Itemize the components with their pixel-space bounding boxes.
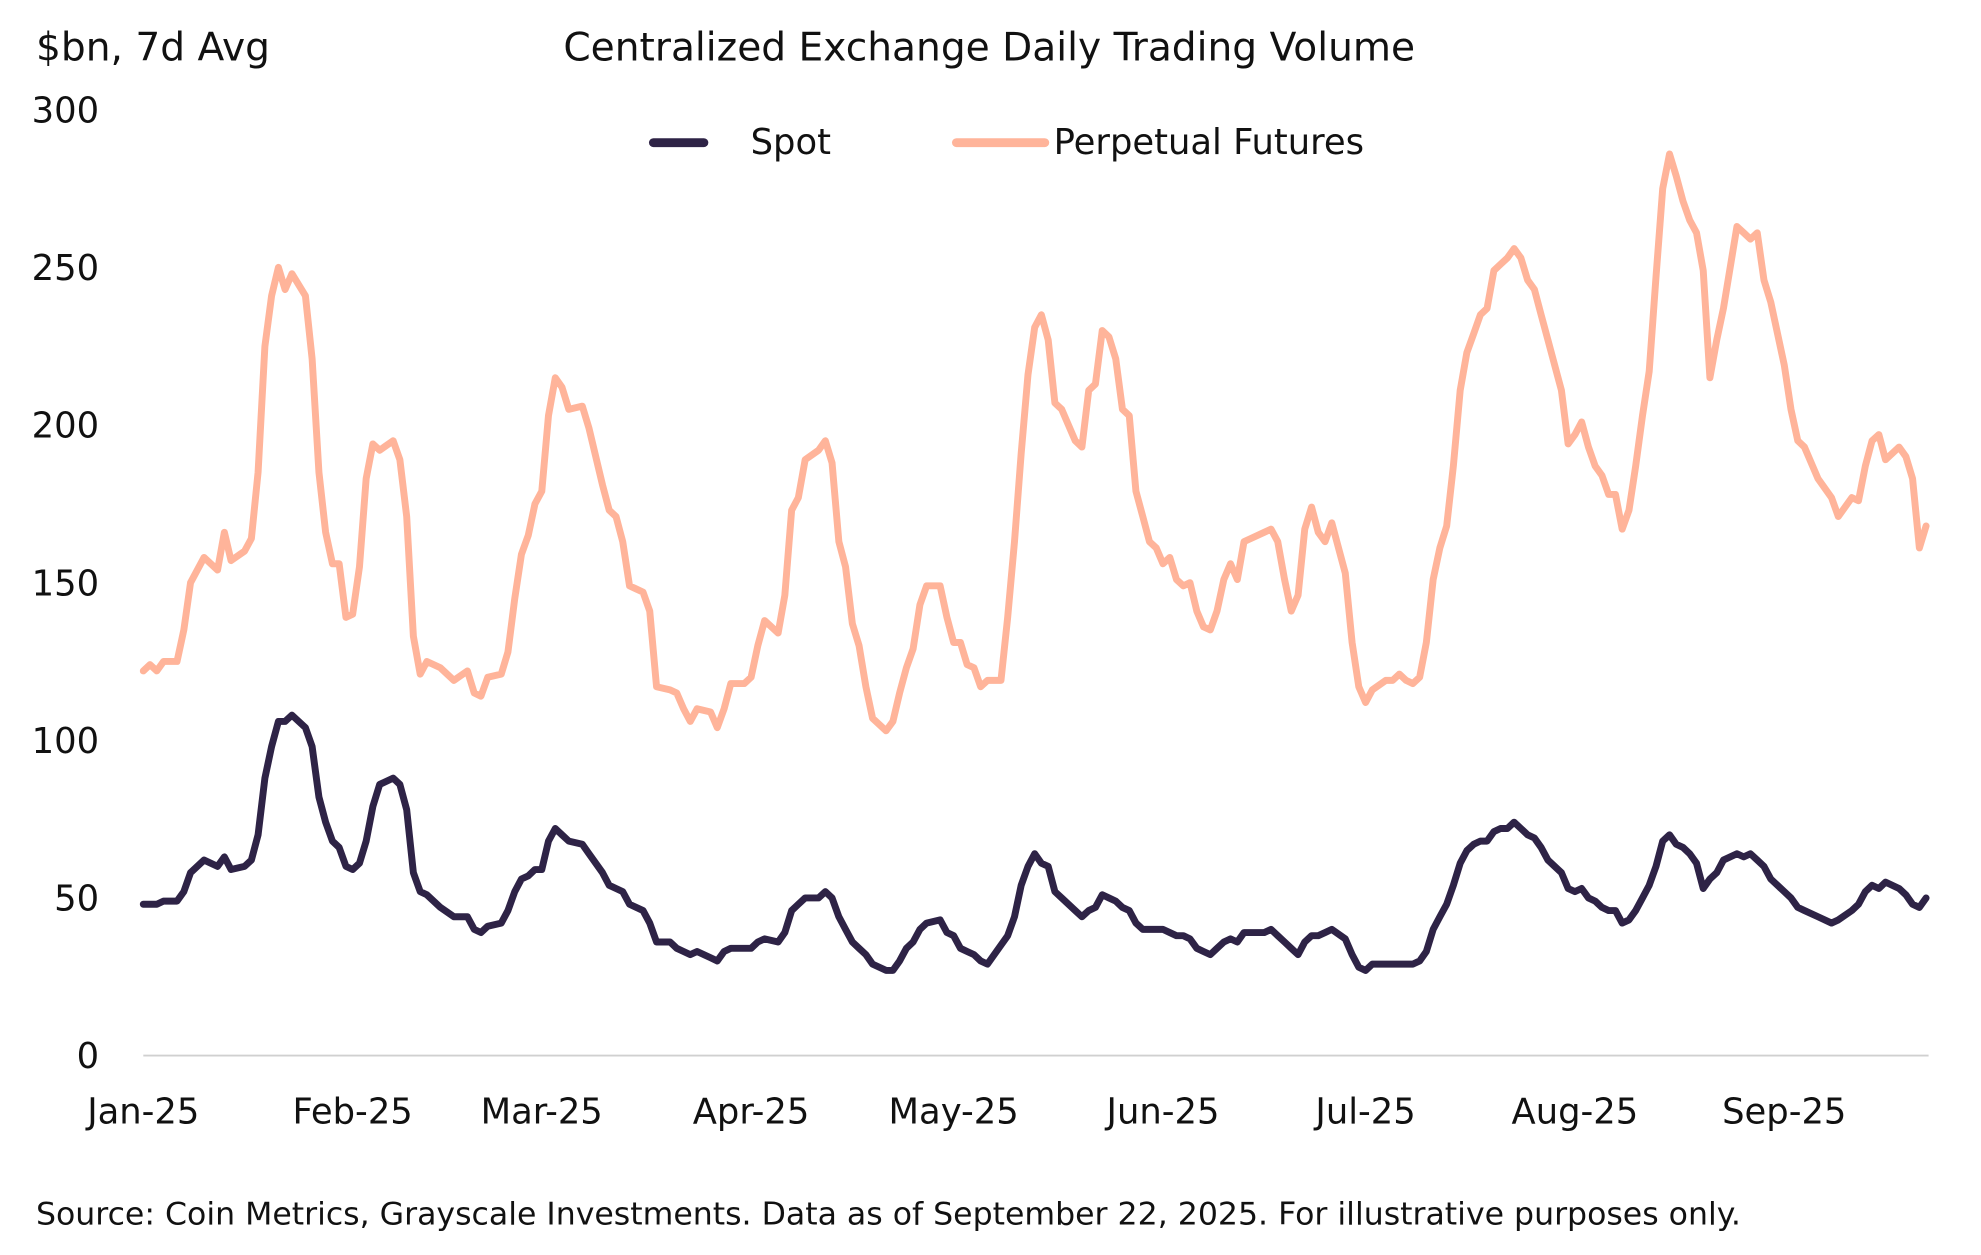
x-tick-label: Apr-25 [693,1092,810,1133]
series-lines [139,150,1930,974]
y-tick-label: 150 [32,563,99,604]
x-tick-label: May-25 [889,1092,1019,1133]
y-tick-label: 50 [54,879,99,920]
x-tick-label: Feb-25 [292,1092,412,1133]
y-axis-unit-label: $bn, 7d Avg [36,26,270,71]
y-tick-label: 300 [32,90,99,131]
x-tick-label: Jul-25 [1313,1092,1415,1133]
y-tick-label: 200 [32,406,99,447]
series-line-perpetual-futures [139,150,1930,735]
legend-label-perpetual-futures: Perpetual Futures [1054,122,1364,163]
x-tick-label: Jun-25 [1105,1092,1220,1133]
y-tick-label: 100 [32,721,99,762]
x-tick-label: Aug-25 [1512,1092,1639,1133]
series-line-spot [139,711,1930,974]
y-tick-label: 0 [77,1036,100,1077]
legend-label-spot: Spot [751,122,831,163]
legend: Spot Perpetual Futures [648,122,1364,163]
chart-title: Centralized Exchange Daily Trading Volum… [563,26,1415,71]
x-tick-label: Mar-25 [481,1092,603,1133]
y-axis-ticks: 0 50 100 150 200 250 300 [32,90,99,1077]
y-tick-label: 250 [32,248,99,289]
source-note: Source: Coin Metrics, Grayscale Investme… [36,1197,1741,1233]
x-tick-label: Sep-25 [1722,1092,1846,1133]
x-tick-label: Jan-25 [85,1092,199,1133]
x-axis-ticks: Jan-25 Feb-25 Mar-25 Apr-25 May-25 Jun-25 Jul-… [85,1092,1846,1133]
